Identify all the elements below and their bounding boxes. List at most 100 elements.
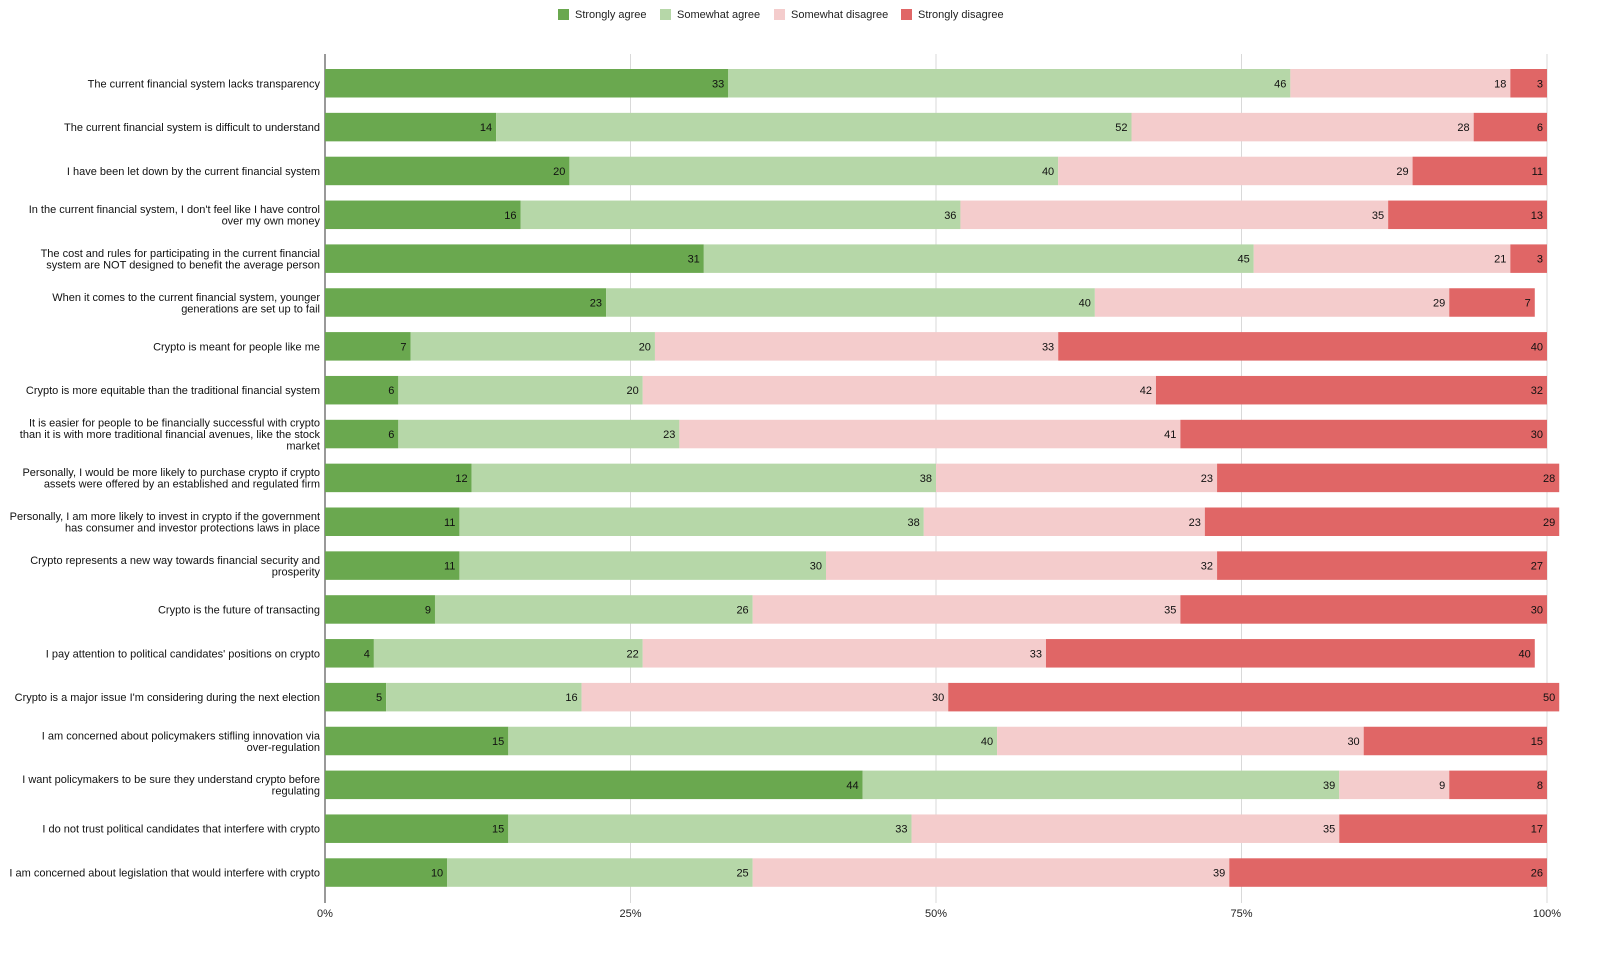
bar-segment <box>325 595 435 624</box>
data-label: 4 <box>364 648 370 660</box>
bar-segment <box>325 639 374 668</box>
data-label: 6 <box>1537 122 1543 134</box>
bar-segment <box>1290 69 1511 98</box>
category-label-line: In the current financial system, I don't… <box>29 204 320 216</box>
data-label: 30 <box>932 692 944 704</box>
legend-swatch <box>558 9 569 20</box>
bar-segment <box>459 551 827 580</box>
legend-item: Somewhat disagree <box>774 9 888 21</box>
data-label: 20 <box>626 385 638 397</box>
data-label: 38 <box>920 473 932 485</box>
bar-segment <box>752 595 1181 624</box>
category-label-line: system are NOT designed to benefit the a… <box>46 259 320 271</box>
legend-item: Strongly agree <box>558 9 647 21</box>
data-label: 31 <box>688 254 700 266</box>
data-label: 32 <box>1531 385 1543 397</box>
data-label: 46 <box>1274 78 1286 90</box>
category-label: The current financial system is difficul… <box>64 122 320 134</box>
category-label-line: Crypto is meant for people like me <box>153 341 320 353</box>
category-label-line: Crypto represents a new way towards fina… <box>30 555 320 567</box>
data-label: 15 <box>492 736 504 748</box>
legend-swatch <box>774 9 785 20</box>
category-label-line: The current financial system is difficul… <box>64 122 320 134</box>
category-label: Crypto is meant for people like me <box>153 341 320 353</box>
category-label: I pay attention to political candidates'… <box>46 648 320 660</box>
bar-segment <box>508 726 998 756</box>
data-label: 40 <box>1531 341 1543 353</box>
category-label-line: Crypto is a major issue I'm considering … <box>15 692 320 704</box>
bar-segment <box>325 858 448 887</box>
category-label-line: Crypto is more equitable than the tradit… <box>26 385 320 397</box>
bar-segment <box>1217 551 1547 580</box>
bar-segment <box>459 507 924 536</box>
bar-segment <box>496 112 1132 142</box>
bar-segment <box>1058 332 1547 361</box>
category-label-line: I have been let down by the current fina… <box>67 166 320 178</box>
bar-segment <box>1094 288 1450 317</box>
category-label: It is easier for people to be financiall… <box>20 418 321 453</box>
category-label-line: Crypto is the future of transacting <box>158 604 320 616</box>
data-label: 16 <box>504 210 516 222</box>
category-label-line: When it comes to the current financial s… <box>52 292 320 304</box>
bar-segment <box>1449 288 1535 317</box>
data-label: 14 <box>480 122 492 134</box>
bar-segment <box>520 200 961 230</box>
category-label: Personally, I am more likely to invest i… <box>10 511 320 535</box>
legend: Strongly agree Somewhat agree Somewhat dis… <box>558 9 1004 21</box>
category-label-line: assets were offered by an established an… <box>44 479 320 491</box>
category-label-line: over my own money <box>222 216 321 228</box>
data-label: 9 <box>425 604 431 616</box>
bar-segment <box>1155 375 1547 405</box>
data-label: 26 <box>1531 868 1543 880</box>
data-label: 33 <box>712 78 724 90</box>
data-label: 30 <box>1531 429 1543 441</box>
data-label: 26 <box>736 604 748 616</box>
bar-segment <box>703 244 1254 273</box>
data-label: 23 <box>663 429 675 441</box>
bar-segment <box>752 858 1230 887</box>
bar-segment <box>508 814 912 843</box>
category-label-line: has consumer and investor protections la… <box>65 523 320 535</box>
bar-segment <box>398 375 643 405</box>
bar-segment <box>325 288 607 317</box>
bar-segment <box>325 156 570 186</box>
data-label: 13 <box>1531 210 1543 222</box>
bar-segment <box>1510 244 1547 273</box>
data-label: 27 <box>1531 561 1543 573</box>
bar-segment <box>325 770 863 800</box>
data-label: 35 <box>1164 604 1176 616</box>
data-label: 33 <box>1030 648 1042 660</box>
data-label: 50 <box>1543 692 1555 704</box>
data-label: 5 <box>376 692 382 704</box>
data-label: 15 <box>492 824 504 836</box>
data-label: 32 <box>1201 561 1213 573</box>
category-label: I am concerned about policymakers stifli… <box>42 730 321 754</box>
category-label-line: generations are set up to fail <box>181 303 320 315</box>
category-label: I want policymakers to be sure they unde… <box>22 774 320 798</box>
bar-segment <box>325 726 509 756</box>
bar-segment <box>642 639 1046 668</box>
bar-segment <box>948 682 1560 712</box>
category-label: The cost and rules for participating in … <box>41 248 320 272</box>
x-tick-label: 0% <box>317 908 333 920</box>
data-label: 7 <box>400 341 406 353</box>
bar-segment <box>1204 507 1560 536</box>
category-label: I am concerned about legislation that wo… <box>9 868 320 880</box>
category-label-line: I do not trust political candidates that… <box>42 824 320 836</box>
data-label: 25 <box>736 868 748 880</box>
data-label: 21 <box>1494 254 1506 266</box>
data-label: 42 <box>1140 385 1152 397</box>
data-label: 38 <box>908 517 920 529</box>
bar-segment <box>325 814 509 843</box>
legend-swatch <box>901 9 912 20</box>
bar-segment <box>569 156 1059 186</box>
category-label: Crypto is a major issue I'm considering … <box>15 692 320 704</box>
category-label-line: regulating <box>272 786 320 798</box>
bar-segment <box>911 814 1340 843</box>
data-label: 33 <box>895 824 907 836</box>
category-label: I do not trust political candidates that… <box>42 824 320 836</box>
category-label: In the current financial system, I don't… <box>29 204 321 228</box>
category-label: I have been let down by the current fina… <box>67 166 320 178</box>
